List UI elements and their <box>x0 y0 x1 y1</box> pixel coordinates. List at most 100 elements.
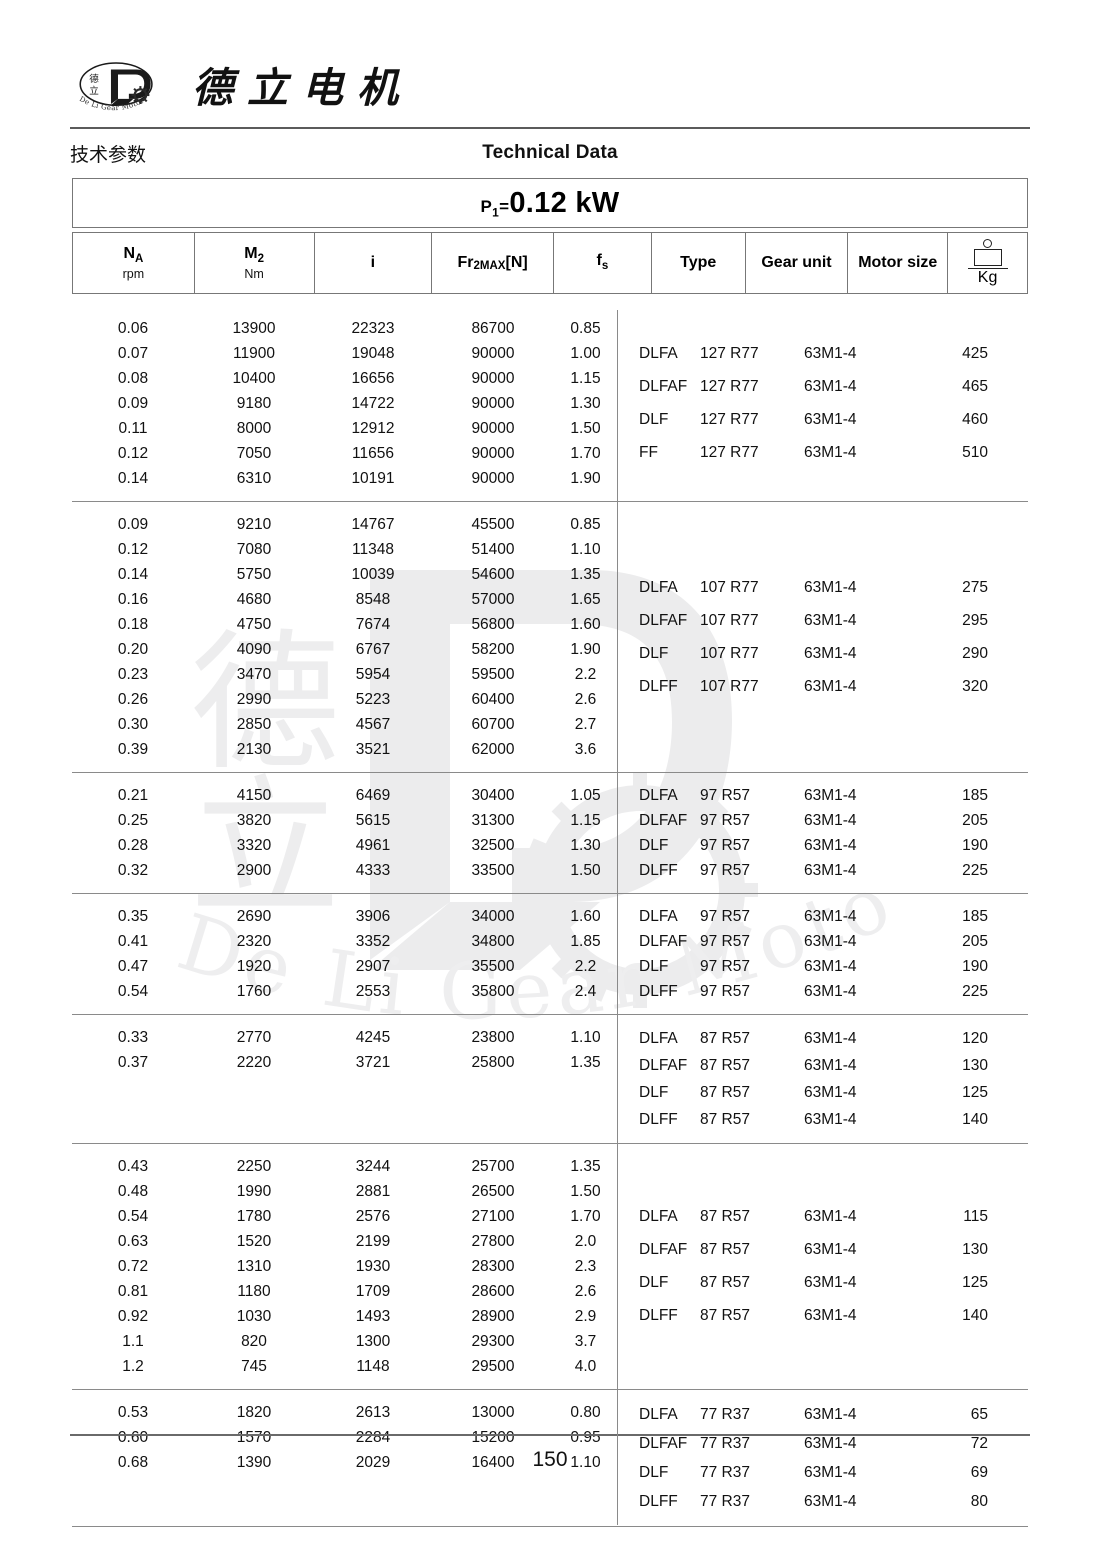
cell-i: 5615 <box>355 811 391 829</box>
cell-fs: 2.2 <box>574 957 597 975</box>
cell-m2: 1780 <box>236 1207 272 1225</box>
cell-fs: 1.65 <box>570 590 601 608</box>
table-row: 0.09 9180 14722 90000 1.30 <box>72 391 617 416</box>
cell-fr: 30400 <box>471 786 515 804</box>
cell-fs: 1.10 <box>570 1028 601 1046</box>
cell-na: 0.41 <box>117 932 149 950</box>
cell-m2: 2850 <box>236 715 272 733</box>
cell-kg: 130 <box>962 1241 988 1258</box>
cell-kg: 140 <box>962 1110 988 1128</box>
cell-fr: 45500 <box>471 515 515 533</box>
cell-fr: 29300 <box>471 1332 515 1350</box>
cell-na: 0.28 <box>117 836 149 854</box>
table-row: 0.18 4750 7674 56800 1.60 <box>72 612 617 637</box>
cell-motor: 63M1-4 <box>804 1307 857 1324</box>
table-row: 0.07 11900 19048 90000 1.00 <box>72 341 617 366</box>
cell-fs: 1.50 <box>570 419 601 437</box>
weight-box-icon <box>973 239 1002 267</box>
cell-motor: 63M1-4 <box>804 444 857 461</box>
table-row: 0.14 5750 10039 54600 1.35 <box>72 562 617 587</box>
ratio-data-column: 0.35 2690 3906 34000 1.60 0.41 2320 3352 34800 1.… <box>72 894 617 1014</box>
cell-na: 0.37 <box>117 1053 149 1071</box>
cell-m2: 4680 <box>236 590 272 608</box>
variant-row: DLF 77 R37 63M1-4 69 <box>617 1458 1028 1487</box>
cell-type: DLFA <box>639 1208 678 1225</box>
cell-fr: 90000 <box>471 419 515 437</box>
cell-m2: 5750 <box>236 565 272 583</box>
cell-motor: 63M1-4 <box>804 1029 857 1047</box>
cell-m2: 2900 <box>236 861 272 879</box>
table-row: 0.16 4680 8548 57000 1.65 <box>72 587 617 612</box>
cell-m2: 1920 <box>236 957 272 975</box>
cell-i: 4961 <box>355 836 391 854</box>
cell-fs: 2.6 <box>574 1282 597 1300</box>
cell-fs: 1.60 <box>570 615 601 633</box>
cell-na: 0.07 <box>117 344 149 362</box>
cell-m2: 4750 <box>236 615 272 633</box>
table-row: 0.47 1920 2907 35500 2.2 <box>72 954 617 979</box>
ratio-data-column: 0.53 1820 2613 13000 0.80 0.60 1570 2284 15200 0.… <box>72 1390 617 1526</box>
cell-na: 0.21 <box>117 786 149 804</box>
cell-fs: 1.60 <box>570 907 601 925</box>
cell-fs: 4.0 <box>574 1357 597 1375</box>
cell-i: 3352 <box>355 932 391 950</box>
table-row: 0.37 2220 3721 25800 1.35 <box>72 1050 617 1075</box>
column-header-weight: Kg <box>948 233 1027 293</box>
cell-kg: 320 <box>962 677 988 695</box>
cell-m2: 2690 <box>236 907 272 925</box>
cell-gear: 77 R37 <box>700 1463 750 1481</box>
cell-i: 2881 <box>355 1182 391 1200</box>
cell-fs: 0.95 <box>570 1428 601 1446</box>
variant-data-column: DLFA 87 R57 63M1-4 115 DLFAF 87 R57 63M1-4 130 D… <box>617 1144 1028 1389</box>
cell-m2: 7080 <box>236 540 272 558</box>
cell-i: 12912 <box>351 419 395 437</box>
variant-data-column: DLFA 97 R57 63M1-4 185 DLFAF 97 R57 63M1-4 205 D… <box>617 894 1028 1014</box>
cell-fs: 1.90 <box>570 469 601 487</box>
variant-row: DLFF 107 R77 63M1-4 320 <box>617 670 1028 703</box>
cell-type: DLF <box>639 1083 669 1101</box>
cell-fr: 57000 <box>471 590 515 608</box>
cell-fs: 1.90 <box>570 640 601 658</box>
variant-row: DLFAF 127 R77 63M1-4 465 <box>617 371 1028 404</box>
variant-row: DLFF 97 R57 63M1-4 225 <box>617 979 1028 1004</box>
cell-type: DLF <box>639 836 669 854</box>
table-body: 0.06 13900 22323 86700 0.85 0.07 11900 19048 900… <box>72 306 1028 1527</box>
cell-na: 0.14 <box>117 469 149 487</box>
data-block: 0.21 4150 6469 30400 1.05 0.25 3820 5615 31300 1.… <box>72 773 1028 894</box>
svg-text:德: 德 <box>89 73 99 85</box>
cell-fr: 16400 <box>471 1453 515 1471</box>
cell-gear: 127 R77 <box>700 345 759 362</box>
cell-type: DLFAF <box>639 1056 688 1074</box>
variant-data-column: DLFA 107 R77 63M1-4 275 DLFAF 107 R77 63M1-4 29… <box>617 502 1028 772</box>
cell-motor: 63M1-4 <box>804 611 857 629</box>
table-row: 0.32 2900 4333 33500 1.50 <box>72 858 617 883</box>
cell-na: 0.81 <box>117 1282 149 1300</box>
cell-motor: 63M1-4 <box>804 1274 857 1291</box>
cell-type: DLFA <box>639 345 678 362</box>
variant-data-column: DLFA 77 R37 63M1-4 65 DLFAF 77 R37 63M1-4 72 DLF… <box>617 1390 1028 1526</box>
power-rating-text: P1=0.12 kW <box>481 187 620 220</box>
cell-na: 0.09 <box>117 394 149 412</box>
cell-kg: 72 <box>970 1434 988 1452</box>
cell-m2: 13900 <box>232 319 276 337</box>
cell-kg: 140 <box>962 1307 988 1324</box>
cell-fs: 1.70 <box>570 444 601 462</box>
cell-fr: 90000 <box>471 444 515 462</box>
cell-i: 3244 <box>355 1157 391 1175</box>
table-header-row: NA rpm M2 Nm i Fr2MAX[N] fs Type Gear un… <box>72 232 1028 294</box>
section-title-row: 技术参数 Technical Data <box>70 140 1030 172</box>
de-li-gear-motor-logo-icon: 德 立 De Li Gear Motor <box>78 62 153 112</box>
cell-m2: 3820 <box>236 811 272 829</box>
cell-m2: 4090 <box>236 640 272 658</box>
variant-row: DLFF 77 R37 63M1-4 80 <box>617 1487 1028 1516</box>
variant-row: DLF 87 R57 63M1-4 125 <box>617 1079 1028 1106</box>
cell-na: 0.20 <box>117 640 149 658</box>
variant-row: DLFF 87 R57 63M1-4 140 <box>617 1300 1028 1333</box>
cell-gear: 107 R77 <box>700 644 759 662</box>
cell-m2: 1390 <box>236 1453 272 1471</box>
cell-m2: 745 <box>241 1357 267 1375</box>
cell-na: 0.54 <box>117 982 149 1000</box>
table-row: 0.25 3820 5615 31300 1.15 <box>72 808 617 833</box>
cell-type: DLFA <box>639 1405 678 1423</box>
cell-fs: 1.00 <box>570 344 601 362</box>
